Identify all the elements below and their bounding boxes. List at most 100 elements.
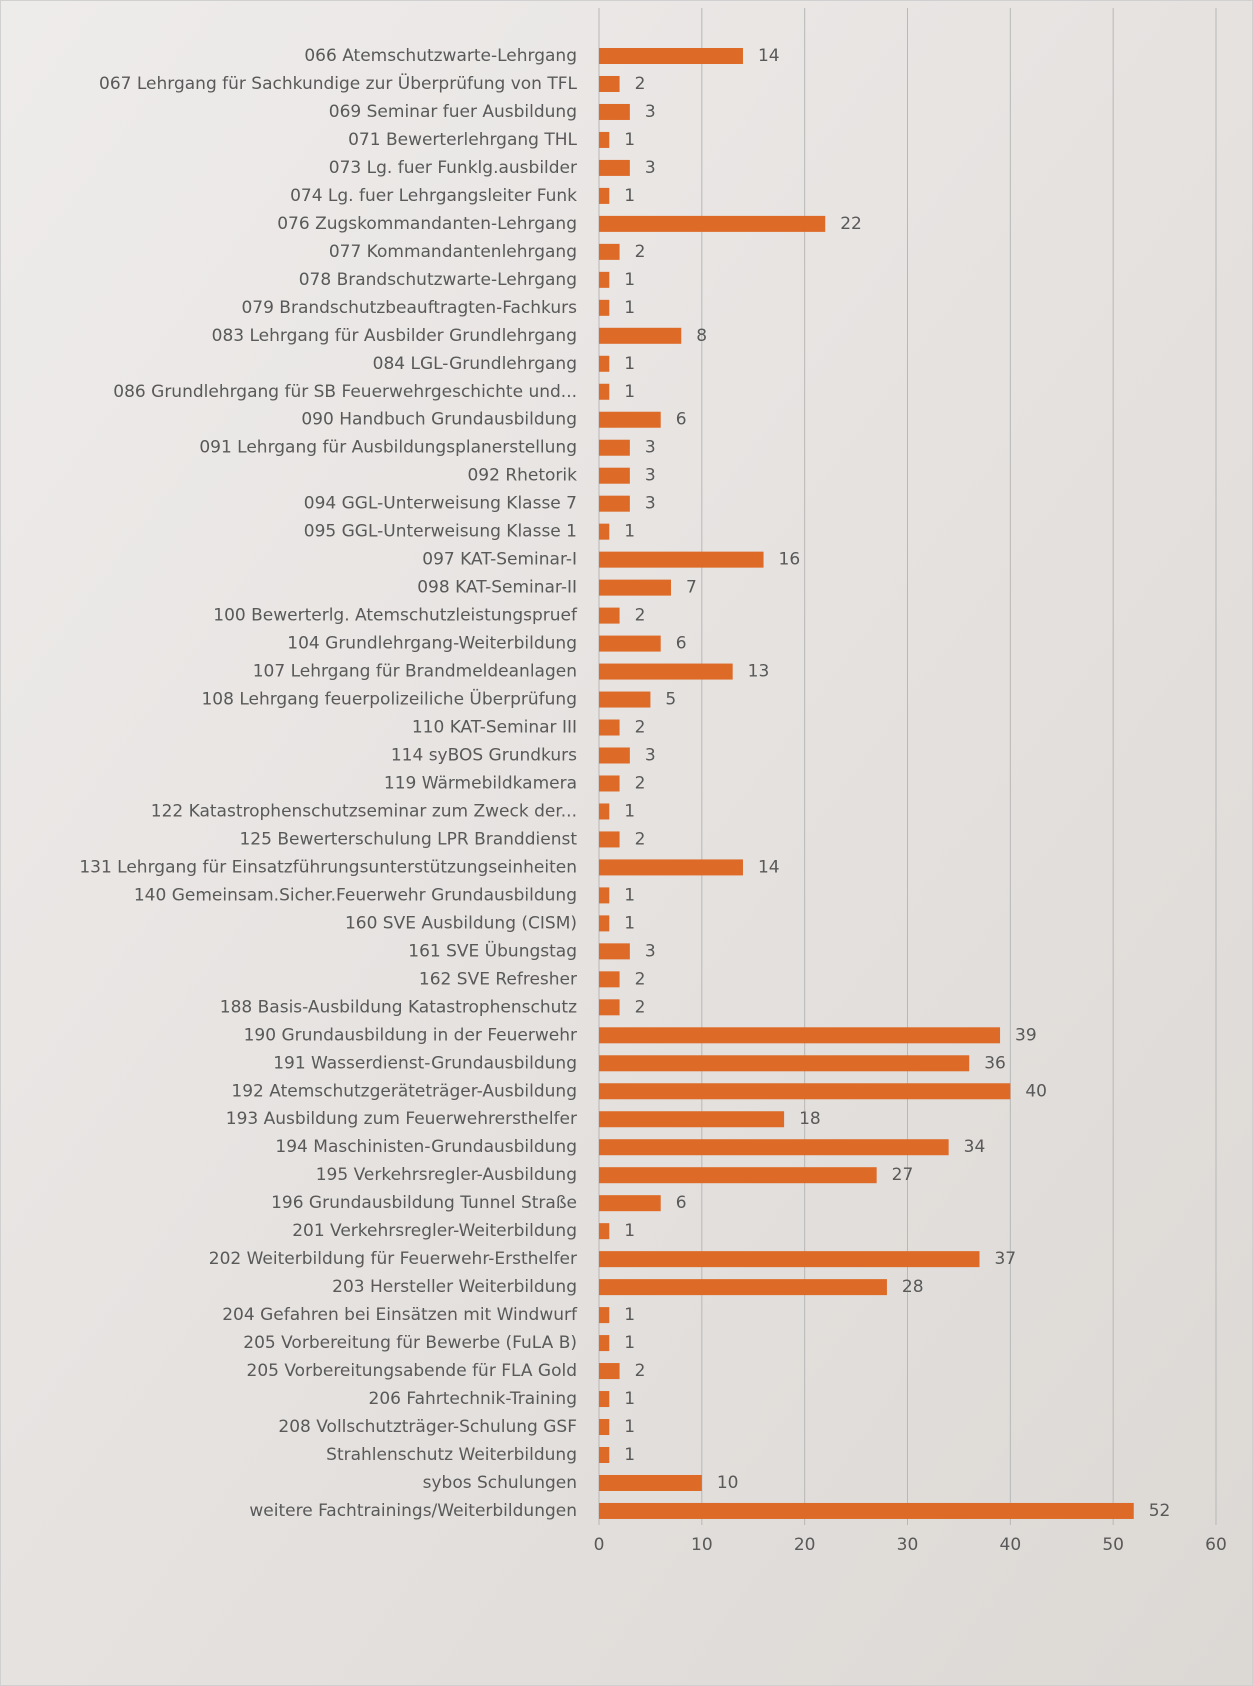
data-label: 1	[624, 1389, 635, 1409]
bar	[599, 1251, 980, 1268]
bar	[599, 691, 651, 708]
data-label: 34	[964, 1137, 986, 1157]
data-label: 1	[624, 1333, 635, 1353]
data-label: 2	[635, 606, 646, 626]
x-tick-label: 10	[691, 1535, 713, 1555]
x-tick-label: 0	[594, 1535, 605, 1555]
bar	[599, 1335, 610, 1352]
y-tick-label: 097 KAT-Seminar-I	[422, 550, 577, 570]
bar	[599, 1167, 877, 1184]
y-tick-label: 193 Ausbildung zum Feuerwehrersthelfer	[226, 1109, 577, 1129]
y-tick-label: 190 Grundausbildung in der Feuerwehr	[244, 1025, 577, 1045]
bar	[599, 1502, 1134, 1519]
y-tick-label: 074 Lg. fuer Lehrgangsleiter Funk	[290, 186, 577, 206]
bar	[599, 1391, 610, 1408]
bar	[599, 831, 620, 848]
y-tick-label: 205 Vorbereitung für Bewerbe (FuLA B)	[243, 1333, 577, 1353]
data-label: 37	[994, 1249, 1016, 1269]
bar	[599, 1363, 620, 1380]
y-tick-label: 094 GGL-Unterweisung Klasse 7	[304, 494, 577, 514]
y-tick-label: 191 Wasserdienst-Grundausbildung	[273, 1053, 577, 1073]
data-label: 1	[624, 801, 635, 821]
y-tick-label: 073 Lg. fuer Funklg.ausbilder	[329, 158, 577, 178]
y-tick-label: 078 Brandschutzwarte-Lehrgang	[299, 270, 577, 290]
data-label: 1	[624, 298, 635, 318]
bar	[599, 1307, 610, 1324]
bar	[599, 635, 661, 652]
data-label: 1	[624, 522, 635, 542]
bar	[599, 943, 630, 960]
data-label: 13	[748, 662, 770, 682]
bar	[599, 971, 620, 988]
y-tick-label: 100 Bewerterlg. Atemschutzleistungspruef	[213, 606, 578, 626]
data-label: 14	[758, 857, 780, 877]
y-tick-label: 203 Hersteller Weiterbildung	[332, 1277, 577, 1297]
y-tick-label: 192 Atemschutzgeräteträger-Ausbildung	[231, 1081, 577, 1101]
y-tick-label: 108 Lehrgang feuerpolizeiliche Überprüfu…	[201, 688, 577, 710]
data-label: 2	[635, 773, 646, 793]
y-tick-label: 067 Lehrgang für Sachkundige zur Überprü…	[99, 72, 578, 94]
bar	[599, 103, 630, 120]
data-label: 1	[624, 1445, 635, 1465]
y-tick-label: 107 Lehrgang für Brandmeldeanlagen	[253, 662, 577, 682]
data-label: 3	[645, 941, 656, 961]
bar	[599, 1279, 887, 1296]
y-tick-label: 091 Lehrgang für Ausbildungsplanerstellu…	[199, 438, 577, 458]
y-tick-label: 086 Grundlehrgang für SB Feuerwehrgeschi…	[113, 382, 577, 402]
bar	[599, 1083, 1011, 1100]
y-tick-label: 071 Bewerterlehrgang THL	[348, 130, 577, 150]
data-label: 1	[624, 913, 635, 933]
y-tick-label: 122 Katastrophenschutzseminar zum Zweck …	[151, 801, 577, 821]
bar	[599, 859, 743, 876]
bar	[599, 523, 610, 540]
bar	[599, 803, 610, 820]
bar	[599, 411, 661, 428]
y-tick-label: 104 Grundlehrgang-Weiterbildung	[287, 634, 577, 654]
data-label: 3	[645, 102, 656, 122]
y-tick-label: 201 Verkehrsregler-Weiterbildung	[292, 1221, 577, 1241]
bar	[599, 1111, 785, 1128]
y-tick-label: 196 Grundausbildung Tunnel Straße	[271, 1193, 577, 1213]
y-tick-label: 119 Wärmebildkamera	[384, 773, 577, 793]
bar	[599, 383, 610, 400]
data-label: 1	[624, 885, 635, 905]
y-tick-label: 114 syBOS Grundkurs	[391, 746, 577, 766]
data-label: 2	[635, 718, 646, 738]
y-tick-label: 162 SVE Refresher	[419, 969, 577, 989]
y-tick-label: 125 Bewerterschulung LPR Branddienst	[239, 829, 577, 849]
y-tick-label: 194 Maschinisten-Grundausbildung	[275, 1137, 577, 1157]
bar	[599, 271, 610, 288]
bar	[599, 159, 630, 176]
bar	[599, 579, 671, 596]
bar	[599, 215, 826, 232]
data-label: 3	[645, 466, 656, 486]
y-tick-label: 131 Lehrgang für Einsatzführungsunterstü…	[79, 857, 577, 877]
y-tick-label: 084 LGL-Grundlehrgang	[373, 354, 577, 374]
bar	[599, 1447, 610, 1463]
data-label: 14	[758, 46, 780, 66]
data-label: 1	[624, 1305, 635, 1325]
y-tick-label: 160 SVE Ausbildung (CISM)	[345, 913, 577, 933]
data-label: 2	[635, 1361, 646, 1381]
y-tick-label: 083 Lehrgang für Ausbilder Grundlehrgang	[212, 326, 577, 346]
data-label: 16	[779, 550, 801, 570]
bar	[599, 663, 733, 680]
bar	[599, 1195, 661, 1212]
y-tick-label: 206 Fahrtechnik-Training	[369, 1389, 578, 1409]
bar	[599, 327, 682, 344]
data-label: 1	[624, 354, 635, 374]
data-label: 3	[645, 494, 656, 514]
data-label: 5	[665, 690, 676, 710]
data-label: 18	[799, 1109, 821, 1129]
data-label: 40	[1025, 1081, 1047, 1101]
y-tick-label: 208 Vollschutzträger-Schulung GSF	[278, 1417, 577, 1437]
data-label: 52	[1149, 1501, 1171, 1521]
bar	[599, 439, 630, 456]
data-label: 2	[635, 829, 646, 849]
y-tick-label: 204 Gefahren bei Einsätzen mit Windwurf	[222, 1305, 578, 1325]
bar	[599, 1223, 610, 1240]
x-tick-label: 40	[1000, 1535, 1022, 1555]
y-tick-label: Strahlenschutz Weiterbildung	[326, 1445, 577, 1465]
